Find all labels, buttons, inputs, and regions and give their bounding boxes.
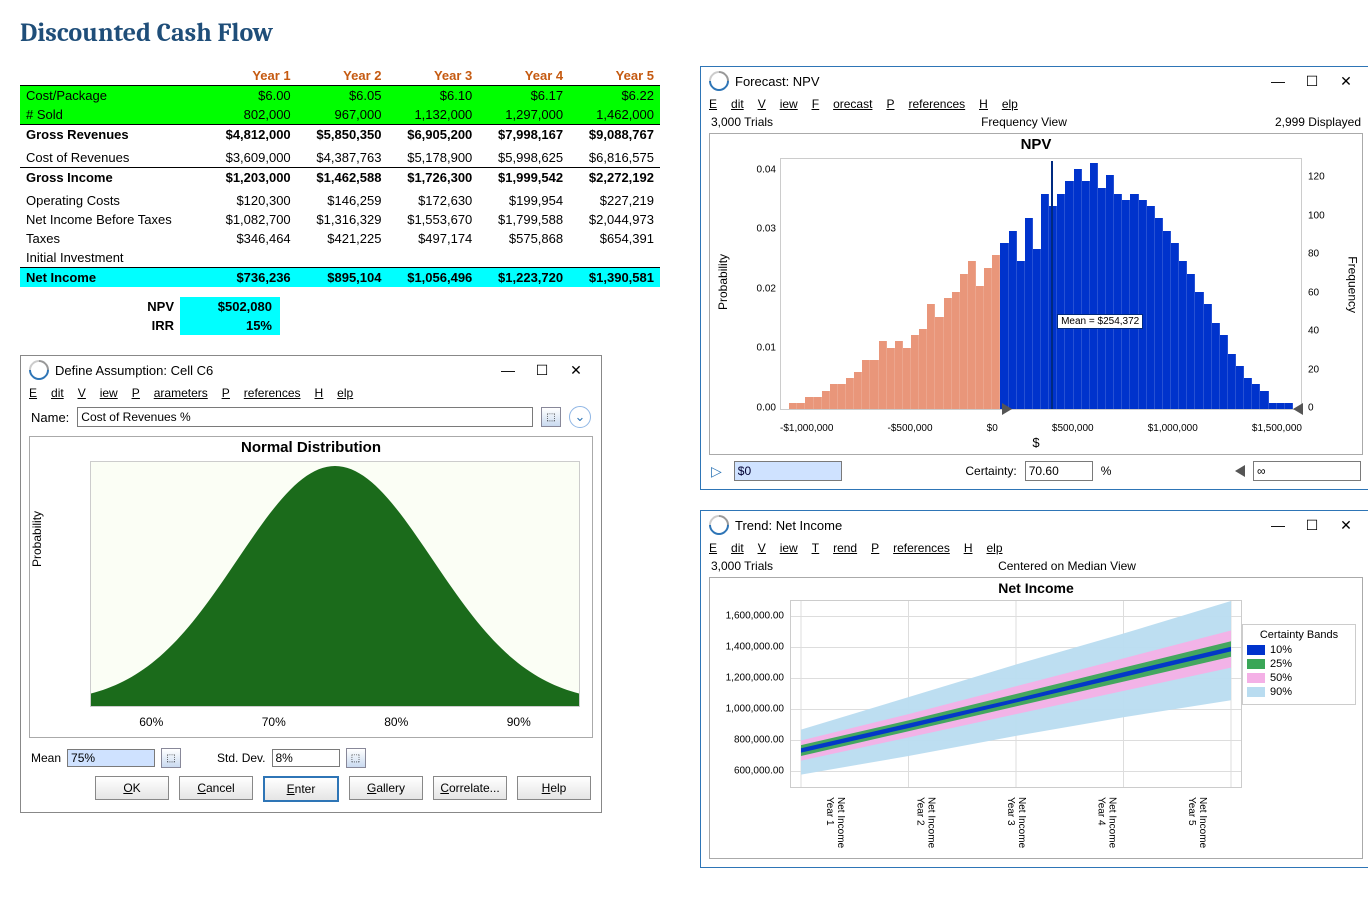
menubar[interactable]: Edit View Forecast Preferences Help (701, 95, 1368, 113)
npv-histogram: NPV Probability Frequency Mean = $254,37… (709, 133, 1363, 455)
window-title: Define Assumption: Cell C6 (55, 363, 213, 378)
name-label: Name: (31, 410, 69, 425)
menu-dit[interactable]: Edit (709, 97, 744, 111)
correlate...-button[interactable]: Correlate... (433, 776, 507, 800)
view-text: Centered on Median View (998, 559, 1136, 573)
trend-window: Trend: Net Income — ☐ ✕ Edit View Trend Pre… (700, 510, 1368, 868)
enter-button[interactable]: Enter (263, 776, 339, 802)
expand-button[interactable]: ⌄ (569, 406, 591, 428)
menubar[interactable]: Edit View Parameters Preferences Help (21, 384, 601, 402)
forecast-window: Forecast: NPV — ☐ ✕ Edit View Forecast Pref… (700, 66, 1368, 490)
distribution-chart: Normal Distribution Probability 60%70%80… (29, 436, 593, 738)
view-text: Frequency View (981, 115, 1067, 129)
low-value-input[interactable] (734, 461, 842, 481)
ok-button[interactable]: OK (95, 776, 169, 800)
trials-text: 3,000 Trials (711, 559, 773, 573)
menu-references[interactable]: Preferences (886, 97, 965, 111)
displayed-text: 2,999 Displayed (1275, 115, 1361, 129)
prev-button[interactable] (1235, 465, 1245, 477)
npv-label: NPV (80, 297, 180, 316)
gallery-button[interactable]: Gallery (349, 776, 423, 800)
menu-iew[interactable]: View (78, 386, 118, 400)
menu-arameters[interactable]: Parameters (132, 386, 208, 400)
certainty-label: Certainty: (965, 464, 1016, 478)
irr-value: 15% (180, 316, 280, 335)
mean-input[interactable] (67, 749, 155, 767)
define-assumption-window: Define Assumption: Cell C6 — ☐ ✕ Edit Vie… (20, 355, 602, 813)
menu-orecast[interactable]: Forecast (812, 97, 873, 111)
yaxis-label: Probability (30, 511, 44, 567)
mean-ref-button[interactable]: ⬚ (161, 748, 181, 768)
minimize-button[interactable]: — (491, 362, 525, 378)
close-button[interactable]: ✕ (1329, 517, 1363, 534)
menubar[interactable]: Edit View Trend Preferences Help (701, 539, 1368, 557)
app-icon (705, 511, 733, 539)
legend: Certainty Bands 10%25%50%90% (1242, 624, 1356, 705)
chart-title: Normal Distribution (30, 437, 592, 456)
cancel-button[interactable]: Cancel (179, 776, 253, 800)
close-button[interactable]: ✕ (559, 362, 593, 379)
page-title: Discounted Cash Flow (20, 18, 1348, 48)
app-icon (25, 356, 53, 384)
net-income-trend-chart: Net Income 600,000.00800,000.001,000,000… (709, 577, 1363, 859)
dcf-table: Year 1Year 2Year 3Year 4Year 5Cost/Packa… (20, 66, 660, 287)
sd-input[interactable] (272, 749, 340, 767)
mean-label: Mean (31, 751, 61, 765)
window-title: Trend: Net Income (735, 518, 842, 533)
maximize-button[interactable]: ☐ (525, 362, 559, 379)
play-button[interactable]: ▷ (711, 463, 722, 480)
menu-elp[interactable]: Help (979, 97, 1018, 111)
window-title: Forecast: NPV (735, 74, 820, 89)
sd-ref-button[interactable]: ⬚ (346, 748, 366, 768)
chart-title: NPV (710, 134, 1362, 153)
menu-elp[interactable]: Help (315, 386, 354, 400)
maximize-button[interactable]: ☐ (1295, 517, 1329, 534)
high-value-input[interactable] (1253, 461, 1361, 481)
menu-rend[interactable]: Trend (812, 541, 857, 555)
menu-elp[interactable]: Help (964, 541, 1003, 555)
irr-label: IRR (80, 316, 180, 335)
legend-title: Certainty Bands (1247, 629, 1351, 641)
minimize-button[interactable]: — (1261, 73, 1295, 89)
help-button[interactable]: Help (517, 776, 591, 800)
sd-label: Std. Dev. (217, 751, 265, 765)
xaxis-label: $ (1032, 435, 1039, 450)
menu-iew[interactable]: View (758, 97, 798, 111)
npv-value: $502,080 (180, 297, 280, 316)
maximize-button[interactable]: ☐ (1295, 73, 1329, 90)
minimize-button[interactable]: — (1261, 517, 1295, 533)
app-icon (705, 67, 733, 95)
assumption-name-input[interactable] (77, 407, 533, 427)
trials-text: 3,000 Trials (711, 115, 773, 129)
menu-dit[interactable]: Edit (29, 386, 64, 400)
menu-references[interactable]: Preferences (222, 386, 301, 400)
menu-iew[interactable]: View (758, 541, 798, 555)
certainty-unit: % (1101, 464, 1112, 478)
close-button[interactable]: ✕ (1329, 73, 1363, 90)
name-picker-button[interactable]: ⬚ (541, 407, 561, 427)
chart-title: Net Income (710, 578, 1362, 596)
menu-references[interactable]: Preferences (871, 541, 950, 555)
certainty-input[interactable] (1025, 461, 1093, 481)
menu-dit[interactable]: Edit (709, 541, 744, 555)
